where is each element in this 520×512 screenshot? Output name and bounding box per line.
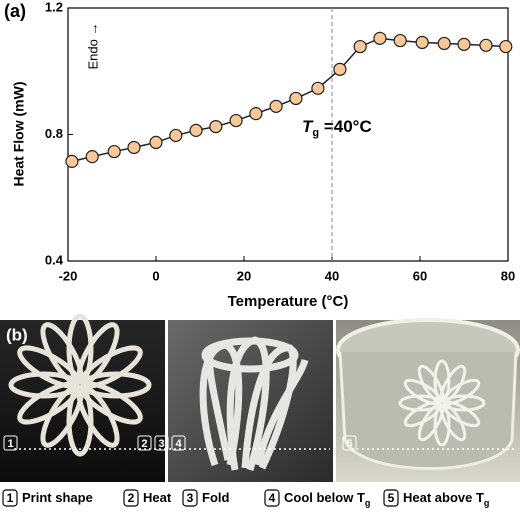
step-number-box (383, 489, 399, 507)
step-marker-box (3, 435, 18, 451)
x-axis-title: Temperature (°C) (228, 293, 349, 310)
panel-label: (b) (6, 325, 28, 344)
data-point (499, 39, 513, 54)
data-point (437, 36, 451, 51)
photo-fold (168, 320, 333, 482)
step-label-subscript: g (484, 498, 490, 508)
step-marker-box (171, 435, 186, 451)
x-tick-label: 40 (325, 268, 339, 283)
step-number-box (2, 489, 18, 507)
step-marker-box (137, 435, 152, 451)
data-point (127, 140, 141, 155)
step-label: Print shape (22, 490, 93, 505)
step-number-box (264, 489, 280, 507)
data-point (479, 38, 493, 52)
step-number: 1 (7, 491, 14, 505)
data-point (209, 119, 223, 134)
step-marker: 1 (7, 438, 13, 450)
step-marker-box (154, 435, 169, 451)
y-tick-label: 0.8 (45, 126, 63, 141)
step-number-box (123, 489, 139, 507)
step-marker: 5 (346, 438, 352, 450)
step-label-text: Print shape (22, 490, 93, 505)
petal (417, 364, 445, 404)
step-number: 5 (388, 491, 395, 505)
data-point (149, 135, 163, 150)
data-point (333, 62, 347, 76)
step-marker-box (342, 435, 357, 451)
step-marker: 4 (175, 438, 182, 450)
step-label-subscript: g (365, 498, 371, 508)
data-point (311, 81, 325, 95)
recovered-flower (398, 359, 486, 447)
tg-text: =40°C (319, 117, 372, 136)
step-label: Heat (143, 490, 172, 505)
data-point (415, 35, 429, 50)
data-point (169, 128, 183, 143)
step-label-text: Cool below T (284, 490, 365, 505)
step-label-text: Fold (202, 490, 229, 505)
tg-subscript: g (312, 127, 319, 139)
step-label-text: Heat above T (403, 490, 484, 505)
step-label-text: Heat (143, 490, 172, 505)
folded-flower (199, 336, 309, 472)
data-point (393, 33, 407, 48)
printed-flower (8, 313, 152, 457)
data-point (353, 39, 367, 54)
x-tick-label: -20 (59, 268, 78, 283)
data-point (85, 150, 99, 164)
x-tick-label: 20 (237, 268, 251, 283)
step-marker: 3 (158, 438, 164, 450)
data-line (71, 37, 506, 163)
step-label: Heat above Tg (403, 490, 489, 508)
data-point (373, 31, 387, 45)
data-point (289, 91, 303, 106)
x-tick-label: 60 (413, 268, 427, 283)
x-tick-label: 80 (501, 268, 515, 283)
data-point (249, 107, 263, 121)
data-point (229, 113, 243, 128)
step-number: 2 (128, 491, 135, 505)
y-tick-label: 0.4 (45, 252, 64, 267)
data-point (107, 144, 121, 159)
data-point (457, 37, 471, 51)
x-tick-label: 0 (152, 268, 159, 283)
tg-annotation: Tg =40°C (302, 117, 372, 138)
data-point (65, 154, 79, 168)
step-label: Fold (202, 490, 229, 505)
step-label: Cool below Tg (284, 490, 370, 508)
step-number: 4 (269, 491, 276, 505)
step-number: 3 (187, 491, 194, 505)
data-point (269, 99, 283, 113)
petal (40, 322, 84, 386)
panel-label: (a) (4, 1, 26, 21)
endo-annotation: Endo → (85, 23, 100, 70)
step-marker: 2 (141, 438, 147, 450)
y-tick-label: 1.2 (45, 0, 63, 14)
tg-symbol: T (302, 117, 314, 136)
step-number-box (182, 489, 198, 507)
y-axis-title: Heat Flow (mW) (11, 82, 27, 187)
data-point (189, 123, 203, 137)
